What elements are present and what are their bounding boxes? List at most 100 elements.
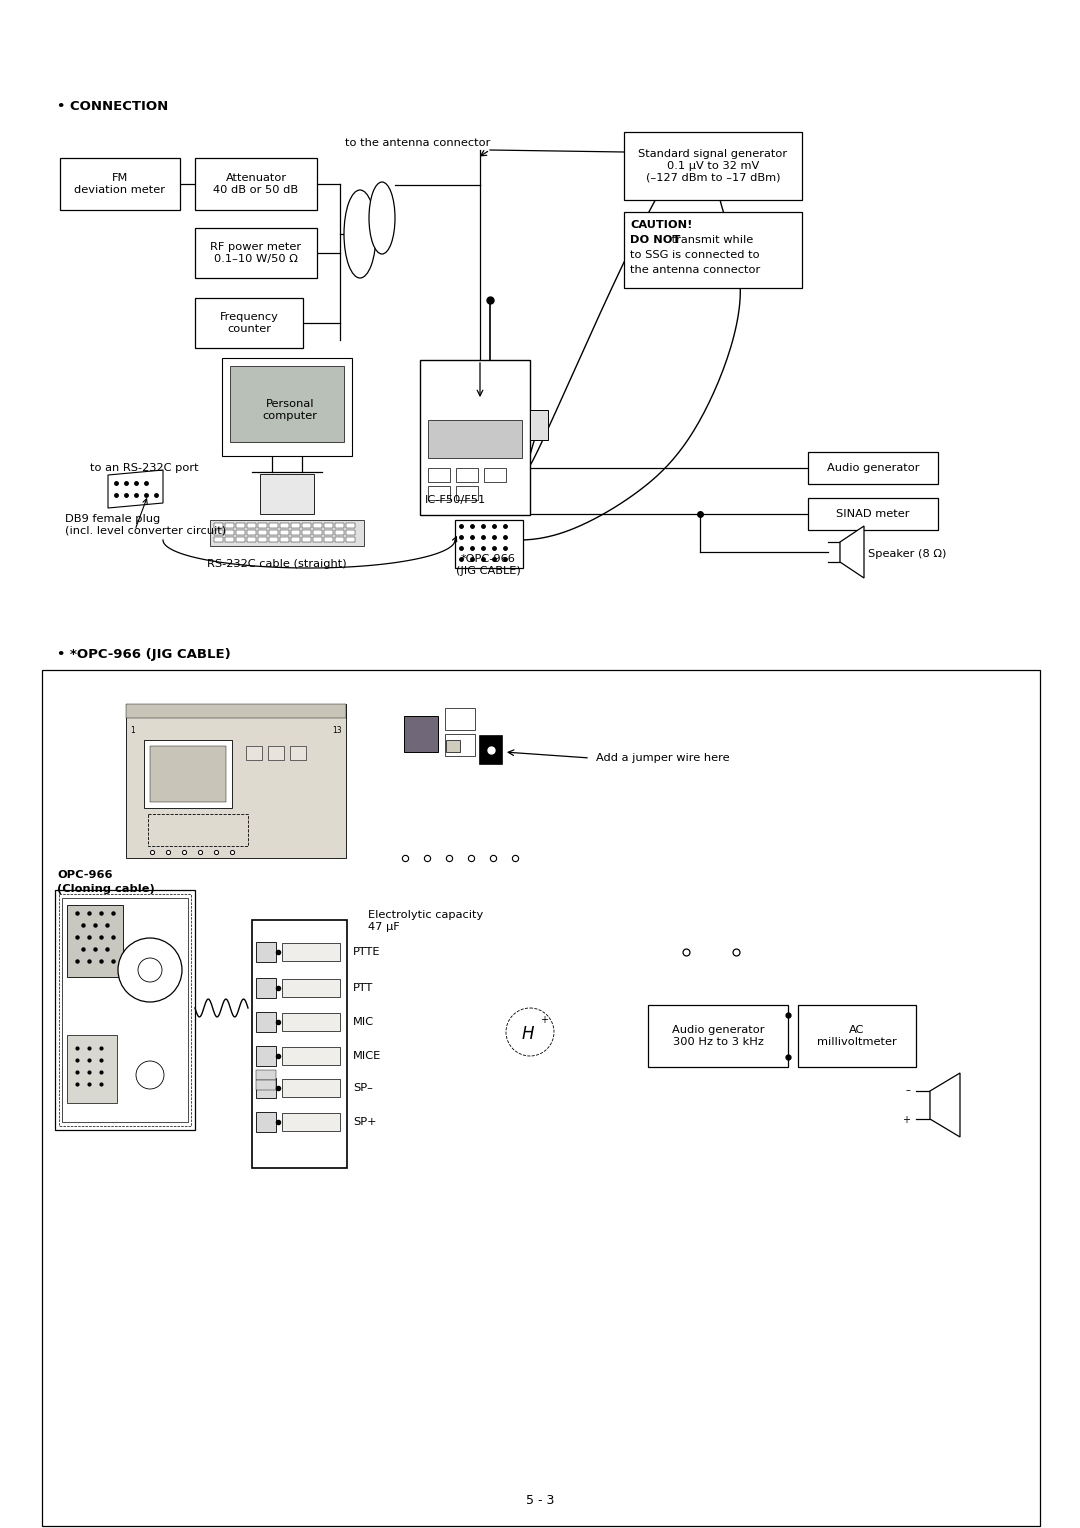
- Bar: [42, 669, 1040, 1526]
- Text: transmit while: transmit while: [669, 235, 753, 244]
- Bar: [126, 704, 346, 859]
- Bar: [324, 536, 333, 542]
- Bar: [282, 1079, 340, 1097]
- Circle shape: [118, 938, 183, 1002]
- Ellipse shape: [345, 189, 376, 278]
- Bar: [302, 523, 311, 529]
- Text: DO NOT: DO NOT: [630, 235, 680, 244]
- Bar: [324, 523, 333, 529]
- Bar: [256, 1112, 276, 1132]
- Bar: [313, 523, 322, 529]
- Bar: [195, 298, 303, 348]
- Text: Add a jumper wire here: Add a jumper wire here: [596, 753, 730, 762]
- Bar: [256, 978, 276, 998]
- Bar: [648, 1005, 788, 1067]
- Bar: [346, 530, 355, 535]
- Text: Personal
computer: Personal computer: [262, 399, 318, 420]
- Polygon shape: [840, 526, 864, 578]
- Bar: [268, 746, 284, 759]
- Text: • *OPC-966 (JIG CABLE): • *OPC-966 (JIG CABLE): [57, 648, 231, 662]
- Bar: [258, 536, 267, 542]
- Bar: [282, 1047, 340, 1065]
- Text: PTTE: PTTE: [353, 947, 380, 957]
- Text: FM
deviation meter: FM deviation meter: [75, 173, 165, 194]
- Bar: [335, 523, 345, 529]
- Bar: [247, 523, 256, 529]
- Bar: [237, 523, 245, 529]
- Bar: [230, 367, 345, 442]
- Bar: [126, 704, 346, 718]
- Bar: [346, 523, 355, 529]
- Bar: [428, 420, 522, 458]
- Bar: [291, 530, 300, 535]
- Bar: [269, 530, 278, 535]
- Bar: [256, 1012, 276, 1031]
- Text: Speaker (8 Ω): Speaker (8 Ω): [868, 549, 946, 559]
- Bar: [313, 530, 322, 535]
- Polygon shape: [930, 1073, 960, 1137]
- Text: PTT: PTT: [353, 983, 374, 993]
- Text: +: +: [540, 1015, 548, 1025]
- Bar: [456, 486, 478, 500]
- Bar: [150, 746, 226, 802]
- Text: SINAD meter: SINAD meter: [836, 509, 909, 520]
- Bar: [256, 1077, 276, 1099]
- Bar: [256, 1080, 276, 1089]
- Bar: [808, 452, 939, 484]
- FancyBboxPatch shape: [384, 697, 570, 869]
- Bar: [195, 228, 318, 278]
- Text: CAUTION!: CAUTION!: [630, 220, 692, 231]
- Bar: [302, 530, 311, 535]
- Text: DB9 female plug
(incl. level converter circuit): DB9 female plug (incl. level converter c…: [65, 513, 226, 536]
- Bar: [237, 530, 245, 535]
- Bar: [256, 941, 276, 963]
- Text: MICE: MICE: [353, 1051, 381, 1060]
- Text: 5 - 3: 5 - 3: [526, 1493, 554, 1507]
- Bar: [144, 740, 232, 808]
- Bar: [798, 1005, 916, 1067]
- Text: SP–: SP–: [353, 1083, 373, 1093]
- Bar: [247, 530, 256, 535]
- Bar: [62, 898, 188, 1122]
- Bar: [404, 717, 438, 752]
- Text: RF power meter
0.1–10 W/50 Ω: RF power meter 0.1–10 W/50 Ω: [211, 243, 301, 264]
- Bar: [282, 1112, 340, 1131]
- Bar: [282, 979, 340, 996]
- Bar: [808, 498, 939, 530]
- Bar: [256, 1070, 276, 1080]
- Bar: [428, 486, 450, 500]
- Bar: [252, 920, 347, 1167]
- Text: (Cloning cable): (Cloning cable): [57, 885, 154, 894]
- Polygon shape: [108, 471, 163, 507]
- Bar: [480, 736, 502, 764]
- Bar: [269, 536, 278, 542]
- Text: IC-F50/F51: IC-F50/F51: [426, 495, 487, 504]
- Bar: [210, 520, 364, 545]
- Bar: [67, 905, 123, 976]
- Text: to an RS-232C port: to an RS-232C port: [90, 463, 199, 474]
- Bar: [335, 536, 345, 542]
- Text: Attenuator
40 dB or 50 dB: Attenuator 40 dB or 50 dB: [214, 173, 298, 194]
- Bar: [445, 707, 475, 730]
- Text: SP+: SP+: [353, 1117, 377, 1128]
- Bar: [258, 530, 267, 535]
- Bar: [256, 1047, 276, 1067]
- Bar: [291, 746, 306, 759]
- Circle shape: [507, 1008, 554, 1056]
- Text: H: H: [522, 1025, 535, 1044]
- Bar: [346, 536, 355, 542]
- Bar: [484, 468, 507, 481]
- Bar: [214, 530, 222, 535]
- Text: Frequency
counter: Frequency counter: [219, 312, 279, 333]
- Bar: [280, 530, 289, 535]
- Bar: [282, 1013, 340, 1031]
- Bar: [225, 536, 234, 542]
- Text: Standard signal generator
0.1 μV to 32 mV
(–127 dBm to –17 dBm): Standard signal generator 0.1 μV to 32 m…: [638, 150, 787, 183]
- Circle shape: [136, 1060, 164, 1089]
- Bar: [258, 523, 267, 529]
- Bar: [148, 814, 248, 847]
- Bar: [67, 1034, 117, 1103]
- Text: Audio generator
300 Hz to 3 kHz: Audio generator 300 Hz to 3 kHz: [672, 1025, 765, 1047]
- Bar: [269, 523, 278, 529]
- Bar: [324, 530, 333, 535]
